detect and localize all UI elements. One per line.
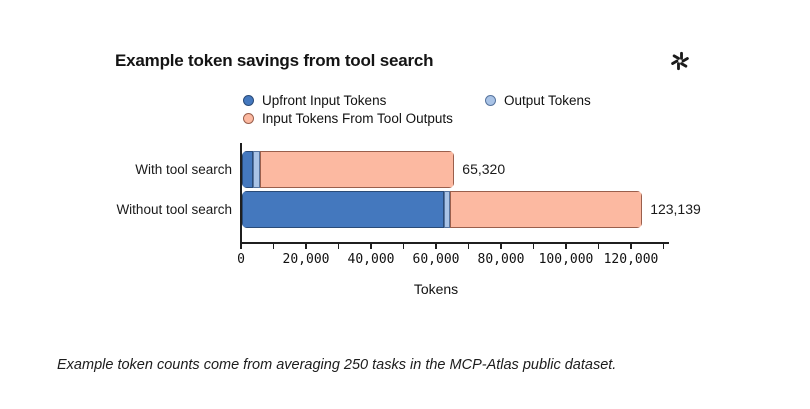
- bar-value-label: 123,139: [650, 201, 701, 217]
- legend-row: Input Tokens From Tool Outputs: [243, 110, 591, 127]
- x-axis-tick: [565, 242, 567, 249]
- bar-segment: [242, 191, 444, 228]
- x-axis-tick: [532, 242, 535, 249]
- chart-legend: Upfront Input Tokens Output Tokens Input T…: [243, 92, 591, 128]
- x-tick-label: 100,000: [538, 252, 594, 267]
- x-tick-label: 20,000: [282, 252, 330, 267]
- x-axis-tick: [370, 242, 372, 249]
- legend-row: Upfront Input Tokens Output Tokens: [243, 92, 591, 109]
- x-axis-tick: [597, 242, 600, 249]
- category-label: Without tool search: [116, 202, 232, 217]
- legend-label: Input Tokens From Tool Outputs: [262, 111, 453, 126]
- bar-segment: [242, 151, 254, 188]
- x-tick-label: 40,000: [347, 252, 395, 267]
- x-axis-tick: [337, 242, 340, 249]
- stacked-bar: [242, 191, 643, 228]
- y-axis-spine: [240, 143, 242, 243]
- x-axis-tick: [630, 242, 632, 249]
- x-axis-tick: [240, 242, 242, 249]
- x-axis-tick: [662, 242, 665, 249]
- x-tick-label: 60,000: [412, 252, 460, 267]
- bar-segment: [443, 191, 450, 228]
- x-axis-tick: [467, 242, 470, 249]
- bar-value-label: 65,320: [462, 161, 506, 177]
- stacked-bar: [242, 151, 455, 188]
- bar-segment: [449, 191, 643, 228]
- category-label: With tool search: [135, 162, 232, 177]
- x-axis-tick: [435, 242, 437, 249]
- footnote: Example token counts come from averaging…: [57, 357, 617, 373]
- x-axis-tick: [305, 242, 307, 249]
- x-tick-label: 120,000: [603, 252, 659, 267]
- legend-item: Output Tokens: [485, 93, 591, 108]
- x-axis-spine: [240, 242, 669, 244]
- x-axis-tick: [500, 242, 502, 249]
- legend-item: Upfront Input Tokens: [243, 93, 485, 108]
- x-tick-label: 0: [237, 252, 245, 267]
- bar-segment: [253, 151, 260, 188]
- legend-label: Output Tokens: [504, 93, 591, 108]
- bar-row: [242, 191, 643, 228]
- openai-logo-icon: [671, 51, 689, 71]
- legend-swatch-icon: [243, 95, 254, 106]
- x-axis-title: Tokens: [413, 281, 459, 297]
- bar-row: [242, 151, 455, 188]
- legend-swatch-icon: [243, 113, 254, 124]
- legend-item: Input Tokens From Tool Outputs: [243, 111, 453, 126]
- x-axis-tick: [272, 242, 275, 249]
- legend-label: Upfront Input Tokens: [262, 93, 387, 108]
- legend-swatch-icon: [485, 95, 496, 106]
- bar-segment: [259, 151, 455, 188]
- chart-title: Example token savings from tool search: [115, 51, 434, 70]
- x-axis-tick: [402, 242, 405, 249]
- x-tick-label: 80,000: [477, 252, 525, 267]
